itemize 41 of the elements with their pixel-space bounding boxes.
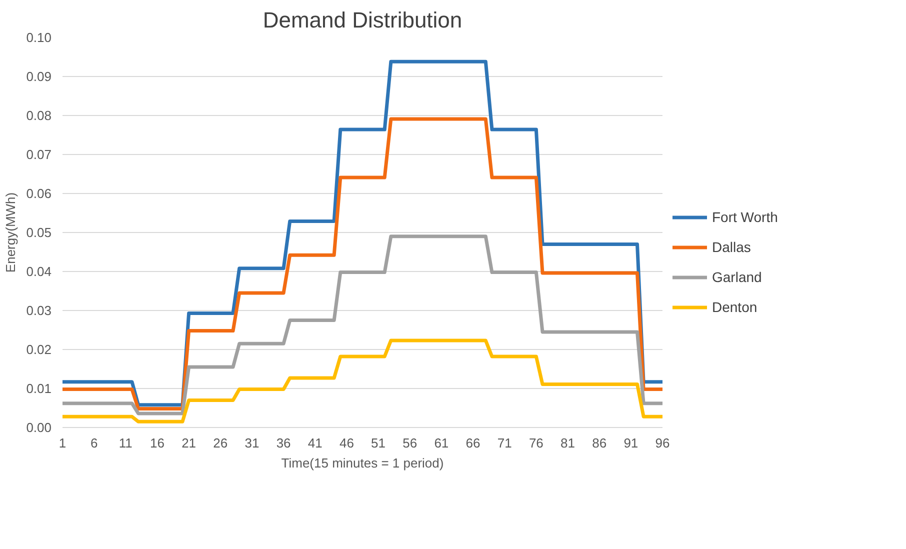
x-tick-label: 6 (90, 436, 98, 450)
x-tick-label: 41 (308, 436, 322, 450)
y-tick-label: 0.04 (26, 264, 52, 279)
x-tick-label: 86 (592, 436, 607, 450)
y-tick-label: 0.06 (26, 186, 52, 201)
y-axis-title: Energy(MWh) (3, 192, 18, 273)
chart-title: Demand Distribution (262, 8, 462, 32)
y-tick-label: 0.01 (26, 381, 52, 396)
x-tick-label: 11 (118, 436, 132, 450)
y-tick-label: 0.02 (26, 342, 52, 357)
x-tick-label: 91 (624, 436, 638, 450)
x-tick-label: 16 (150, 436, 164, 450)
x-tick-label: 1 (58, 436, 66, 450)
x-axis-title: Time(15 minutes = 1 period) (281, 456, 444, 470)
x-tick-label: 46 (339, 436, 354, 450)
legend-label: Garland (712, 269, 762, 285)
y-tick-label: 0.07 (26, 147, 52, 162)
legend-label: Denton (712, 299, 758, 315)
x-tick-label: 56 (402, 436, 418, 450)
x-tick-label: 76 (528, 436, 544, 450)
x-tick-label: 36 (276, 436, 291, 450)
y-tick-label: 0.10 (26, 30, 52, 45)
y-tick-label: 0.09 (26, 69, 52, 84)
x-tick-label: 61 (434, 436, 449, 450)
x-tick-label: 66 (466, 436, 480, 450)
legend-label: Dallas (712, 239, 751, 255)
y-tick-label: 0.00 (26, 420, 52, 435)
legend-label: Fort Worth (712, 209, 778, 225)
x-tick-label: 26 (213, 436, 228, 450)
x-tick-label: 71 (497, 436, 512, 450)
x-tick-label: 21 (182, 436, 196, 450)
x-tick-label: 51 (371, 436, 386, 450)
x-tick-label: 81 (560, 436, 575, 450)
line-series (62, 234, 662, 416)
y-tick-label: 0.03 (26, 303, 52, 318)
line-series (62, 338, 662, 424)
x-tick-label: 96 (655, 436, 670, 450)
y-tick-label: 0.08 (26, 108, 52, 123)
line-series (62, 117, 662, 411)
x-tick-label: 31 (244, 436, 260, 450)
y-tick-label: 0.05 (26, 225, 52, 240)
